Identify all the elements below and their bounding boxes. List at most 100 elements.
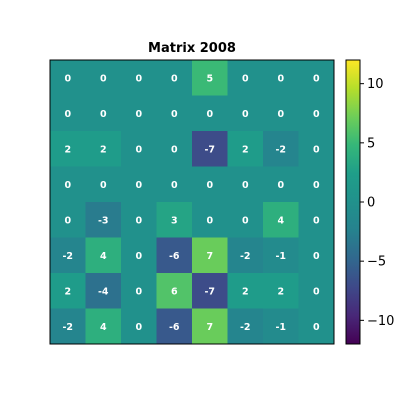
cell-value-label: 3 (171, 215, 178, 226)
heatmap-cell (263, 131, 299, 167)
cell-value-label: 0 (135, 286, 142, 297)
cell-value-label: -6 (169, 251, 180, 262)
cell-value-label: 5 (206, 73, 213, 84)
heatmap-cell (50, 166, 86, 203)
cell-value-label: 0 (313, 322, 320, 333)
heatmap-cell (156, 202, 193, 238)
cell-value-label: 0 (135, 109, 142, 120)
heatmap-cell (85, 131, 122, 167)
heatmap-cell (192, 202, 228, 238)
cell-value-label: 0 (135, 180, 142, 191)
heatmap-cell (156, 237, 193, 274)
heatmap-cell (227, 131, 264, 167)
cell-value-label: 7 (206, 322, 213, 333)
heatmap-cell (50, 202, 86, 238)
heatmap-cell (192, 95, 228, 132)
cell-value-label: 0 (100, 73, 107, 84)
heatmap-cell (298, 237, 335, 274)
cell-value-label: 4 (100, 322, 107, 333)
colorbar-tick-label: 10 (367, 77, 384, 92)
heatmap-cells: 0 0 0 0 5 0 0 0 0 0 0 0 0 0 0 0 2 2 0 0 -7 2 -2 0 0 0 0 0 0 0 0 0 0 -3 0 3 0… (50, 60, 335, 345)
cell-value-label: 0 (242, 109, 249, 120)
heatmap-cell (121, 202, 157, 238)
cell-value-label: -4 (98, 286, 109, 297)
heatmap-cell (227, 202, 264, 238)
cell-value-label: -7 (204, 144, 215, 155)
heatmap-cell (85, 95, 122, 132)
heatmap-cell (263, 237, 299, 274)
cell-value-label: 0 (313, 73, 320, 84)
colorbar-tick-label: −5 (367, 255, 386, 270)
cell-value-label: 0 (64, 215, 71, 226)
heatmap-cell (298, 202, 335, 238)
heatmap-cell (156, 60, 193, 96)
cell-value-label: 0 (313, 180, 320, 191)
heatmap-cell (85, 308, 122, 345)
heatmap-cell (192, 131, 228, 167)
heatmap-cell (263, 95, 299, 132)
cell-value-label: 0 (100, 109, 107, 120)
heatmap-cell (121, 308, 157, 345)
heatmap-cell (298, 131, 335, 167)
colorbar-tick-label: 5 (367, 136, 375, 151)
cell-value-label: 0 (100, 180, 107, 191)
cell-value-label: 2 (100, 144, 107, 155)
heatmap-cell (50, 60, 86, 96)
heatmap-cell (50, 131, 86, 167)
cell-value-label: 7 (206, 251, 213, 262)
cell-value-label: 0 (242, 73, 249, 84)
heatmap-cell (156, 95, 193, 132)
heatmap-cell (50, 308, 86, 345)
cell-value-label: -2 (240, 322, 251, 333)
heatmap-cell (263, 273, 299, 309)
heatmap-cell (227, 273, 264, 309)
cell-value-label: 0 (313, 286, 320, 297)
cell-value-label: 4 (277, 215, 284, 226)
cell-value-label: 2 (242, 144, 249, 155)
cell-value-label: 0 (206, 180, 213, 191)
heatmap-cell (263, 60, 299, 96)
heatmap-cell (192, 60, 228, 96)
heatmap-cell (263, 308, 299, 345)
chart-title: Matrix 2008 (148, 41, 236, 56)
cell-value-label: -2 (62, 251, 73, 262)
heatmap-cell (192, 273, 228, 309)
cell-value-label: 0 (242, 180, 249, 191)
heatmap-cell (85, 166, 122, 203)
cell-value-label: 0 (277, 73, 284, 84)
heatmap-cell (121, 237, 157, 274)
cell-value-label: -6 (169, 322, 180, 333)
heatmap-cell (85, 60, 122, 96)
heatmap-cell (227, 60, 264, 96)
cell-value-label: -3 (98, 215, 109, 226)
cell-value-label: 4 (100, 251, 107, 262)
cell-value-label: 2 (277, 286, 284, 297)
cell-value-label: 0 (171, 180, 178, 191)
cell-value-label: 0 (206, 215, 213, 226)
heatmap-cell (263, 166, 299, 203)
cell-value-label: 0 (313, 144, 320, 155)
cell-value-label: 0 (277, 109, 284, 120)
cell-value-label: -2 (62, 322, 73, 333)
cell-value-label: -2 (240, 251, 251, 262)
heatmap-cell (192, 166, 228, 203)
heatmap-cell (227, 95, 264, 132)
cell-value-label: 0 (135, 73, 142, 84)
cell-value-label: 0 (135, 322, 142, 333)
cell-value-label: 0 (64, 109, 71, 120)
cell-value-label: -2 (275, 144, 286, 155)
plot-frame (49, 59, 335, 345)
cell-value-label: 0 (313, 251, 320, 262)
heatmap-cell (227, 237, 264, 274)
heatmap-cell (85, 237, 122, 274)
heatmap-cell (121, 273, 157, 309)
cell-value-label: -1 (275, 322, 286, 333)
cell-value-label: 2 (64, 144, 71, 155)
heatmap-cell (192, 237, 228, 274)
heatmap-cell (156, 131, 193, 167)
heatmap-cell (50, 273, 86, 309)
cell-value-label: 2 (64, 286, 71, 297)
heatmap-cell (156, 308, 193, 345)
cell-value-label: 2 (242, 286, 249, 297)
heatmap-cell (298, 95, 335, 132)
